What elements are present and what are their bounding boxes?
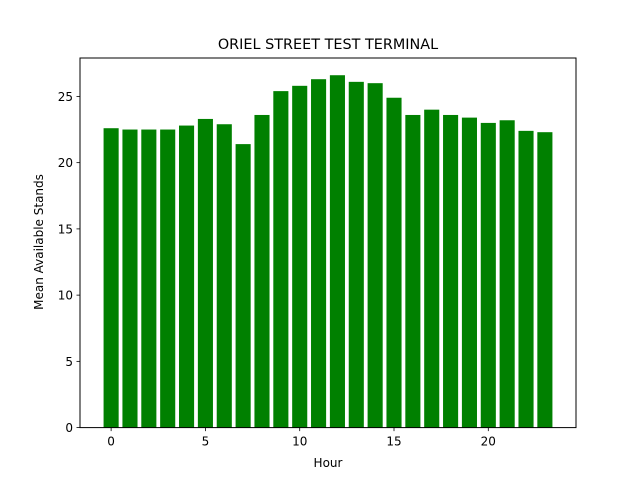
bar-hour-11 — [311, 79, 327, 428]
bar-hour-19 — [461, 117, 477, 428]
y-tick-label: 5 — [65, 355, 73, 369]
bar-hour-8 — [254, 114, 270, 428]
bar-hour-1 — [122, 129, 138, 428]
bar-hour-12 — [329, 75, 345, 428]
bar-hour-7 — [235, 144, 251, 428]
x-tick-label: 10 — [292, 435, 307, 449]
bar-hour-6 — [216, 124, 232, 428]
x-tick-label: 0 — [107, 435, 115, 449]
chart-title: ORIEL STREET TEST TERMINAL — [218, 37, 438, 53]
bar-hour-18 — [443, 114, 459, 428]
bar-hour-4 — [179, 125, 195, 428]
y-tick-label: 0 — [65, 421, 73, 435]
y-axis-ticks: 0 5 10 15 20 25 — [58, 90, 80, 435]
bar-hour-5 — [197, 118, 213, 428]
x-tick-label: 20 — [481, 435, 496, 449]
bar-hour-14 — [367, 83, 383, 428]
y-tick-label: 10 — [58, 289, 73, 303]
bars-group — [103, 75, 553, 428]
x-axis-ticks: 0 5 10 15 20 — [107, 427, 496, 449]
bar-hour-0 — [103, 128, 119, 428]
x-tick-label: 15 — [386, 435, 401, 449]
bar-hour-2 — [141, 129, 157, 428]
bar-hour-22 — [518, 130, 534, 428]
x-tick-label: 5 — [202, 435, 210, 449]
bar-hour-9 — [273, 91, 289, 428]
y-axis-label: Mean Available Stands — [32, 174, 46, 310]
bar-hour-10 — [292, 85, 308, 428]
bar-hour-16 — [405, 114, 421, 428]
y-tick-label: 15 — [58, 222, 73, 236]
x-axis-label: Hour — [314, 456, 343, 470]
bar-hour-23 — [537, 132, 553, 428]
bar-hour-20 — [480, 122, 496, 428]
y-tick-label: 25 — [58, 90, 73, 104]
bar-hour-13 — [348, 81, 364, 428]
plot-frame — [79, 57, 577, 429]
bar-hour-15 — [386, 97, 402, 428]
bar-hour-21 — [499, 120, 515, 428]
bar-hour-17 — [424, 109, 440, 428]
y-tick-label: 20 — [58, 156, 73, 170]
bar-hour-3 — [160, 129, 176, 428]
